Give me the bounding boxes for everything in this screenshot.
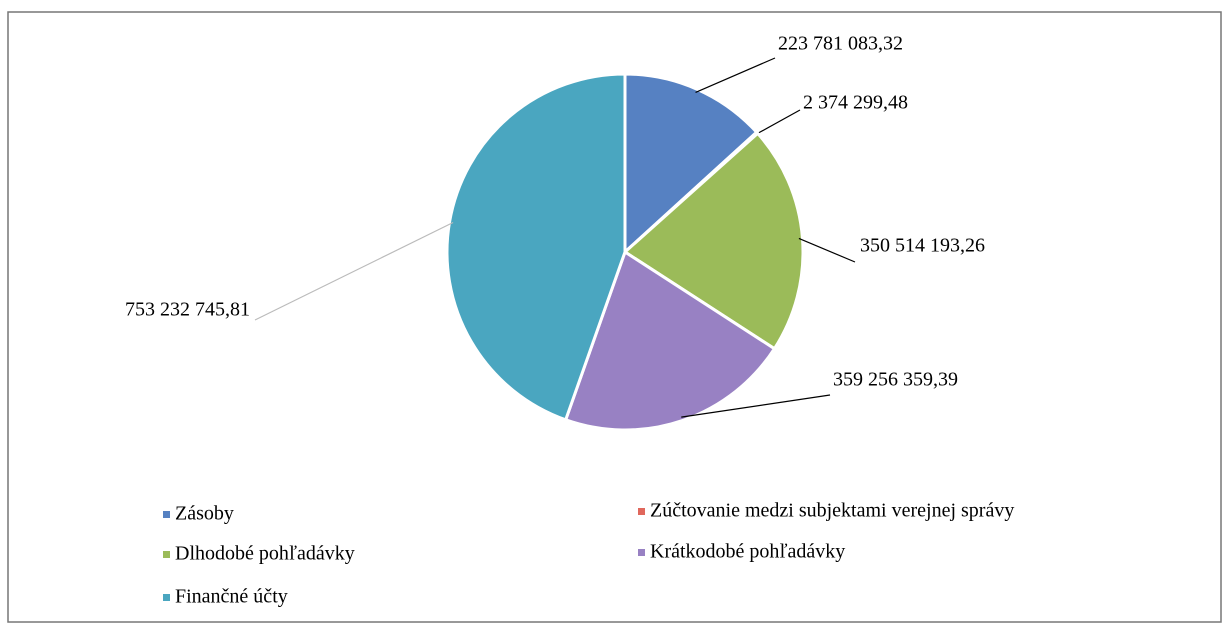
legend-label: Krátkodobé pohľadávky [650,541,845,563]
leader-line [754,109,801,136]
pie-slice [622,131,805,351]
pie-slice [563,249,777,432]
legend-swatch [163,594,170,601]
legend-swatch [163,511,170,518]
data-label: 753 232 745,81 [125,299,250,321]
legend-swatch [638,549,645,556]
data-label: 223 781 083,32 [778,33,903,55]
leader-line [695,57,776,94]
data-label: 2 374 299,48 [803,92,908,114]
data-label: 359 256 359,39 [833,369,958,391]
leader-line [798,237,856,263]
data-label: 350 514 193,26 [860,235,985,257]
legend-swatch [638,508,645,515]
leader-line [681,394,831,418]
legend-label: Dlhodobé pohľadávky [175,543,355,565]
pie-slice [445,72,627,422]
legend-swatch [163,551,170,558]
leader-line [254,221,454,321]
legend-label: Finančné účty [175,586,288,608]
legend-label: Zúčtovanie medzi subjektami verejnej spr… [650,500,1014,522]
pie-slice [623,72,759,256]
legend-label: Zásoby [175,503,234,525]
